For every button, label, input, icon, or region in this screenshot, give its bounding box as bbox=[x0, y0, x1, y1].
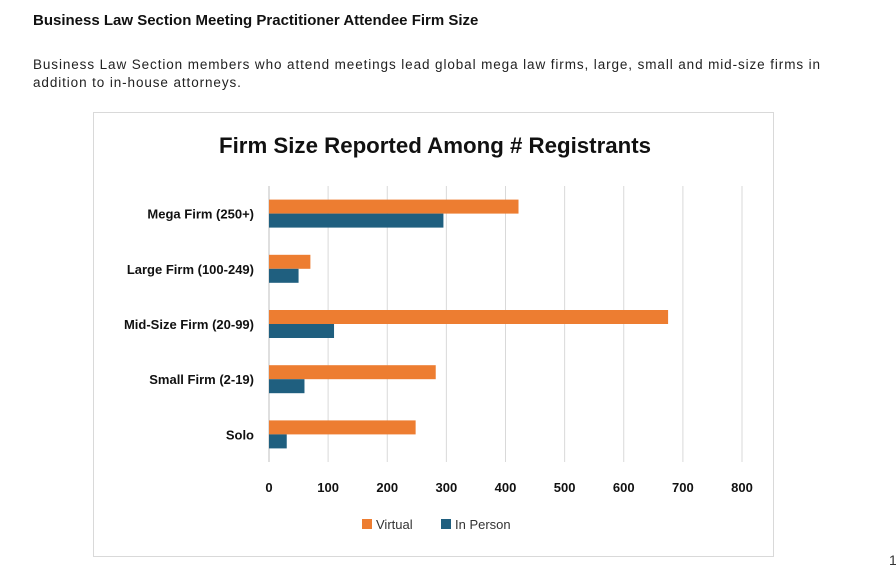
legend-swatch bbox=[441, 519, 451, 529]
x-tick-label: 700 bbox=[672, 480, 694, 495]
x-tick-label: 400 bbox=[495, 480, 517, 495]
x-tick-label: 600 bbox=[613, 480, 635, 495]
legend-label: Virtual bbox=[376, 517, 413, 532]
x-tick-label: 200 bbox=[376, 480, 398, 495]
bar-virtual bbox=[269, 199, 519, 214]
bar-in-person bbox=[269, 268, 299, 283]
category-label: Large Firm (100-249) bbox=[127, 262, 254, 277]
legend-swatch bbox=[362, 519, 372, 529]
category-label: Small Firm (2-19) bbox=[149, 372, 254, 387]
x-tick-label: 800 bbox=[731, 480, 753, 495]
bar-in-person bbox=[269, 379, 305, 394]
x-tick-label: 300 bbox=[436, 480, 458, 495]
bar-in-person bbox=[269, 434, 287, 449]
bar-virtual bbox=[269, 310, 669, 324]
legend-label: In Person bbox=[455, 517, 511, 532]
bar-virtual bbox=[269, 365, 436, 380]
bar-chart: Firm Size Reported Among # Registrants 0 1… bbox=[124, 133, 753, 532]
bar-in-person bbox=[269, 324, 335, 338]
bar-virtual bbox=[269, 254, 311, 269]
category-label: Solo bbox=[226, 427, 254, 442]
page-number: 1 bbox=[889, 552, 896, 568]
chart-frame: Firm Size Reported Among # Registrants 0 1… bbox=[93, 112, 774, 557]
bar-virtual bbox=[269, 420, 416, 435]
category-label: Mid-Size Firm (20-99) bbox=[124, 317, 254, 332]
x-tick-label: 500 bbox=[554, 480, 576, 495]
category-label: Mega Firm (250+) bbox=[147, 207, 254, 222]
bar-in-person bbox=[269, 213, 444, 228]
x-tick-label: 100 bbox=[317, 480, 339, 495]
intro-paragraph: Business Law Section members who attend … bbox=[33, 57, 821, 90]
chart-title: Firm Size Reported Among # Registrants bbox=[219, 133, 651, 158]
x-tick-label: 0 bbox=[265, 480, 272, 495]
page-heading: Business Law Section Meeting Practitione… bbox=[33, 12, 479, 29]
